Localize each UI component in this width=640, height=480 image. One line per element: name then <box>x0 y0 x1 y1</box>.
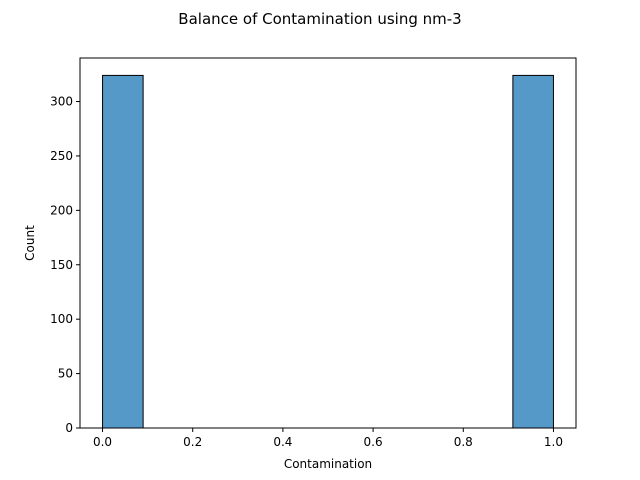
x-axis-label: Contamination <box>284 457 372 471</box>
histogram-bar-0 <box>102 74 144 429</box>
y-axis-ticks: 0 50 100 150 200 250 300 <box>50 95 80 435</box>
y-tick-label: 250 <box>50 149 73 163</box>
x-tick-label: 0.2 <box>183 435 202 449</box>
x-tick-label: 1.0 <box>544 435 563 449</box>
x-tick-label: 0.0 <box>93 435 112 449</box>
y-axis-label: Count <box>23 225 37 261</box>
y-tick-label: 100 <box>50 312 73 326</box>
y-tick-label: 200 <box>50 203 73 217</box>
x-tick-label: 0.8 <box>454 435 473 449</box>
x-axis-ticks: 0.0 0.2 0.4 0.6 0.8 1.0 <box>93 428 563 449</box>
plot-frame <box>79 57 577 429</box>
histogram-bar-1 <box>512 74 554 429</box>
x-tick-label: 0.4 <box>273 435 292 449</box>
y-tick-label: 150 <box>50 258 73 272</box>
y-tick-label: 50 <box>58 367 73 381</box>
chart-title: Balance of Contamination using nm-3 <box>178 10 461 28</box>
x-tick-label: 0.6 <box>364 435 383 449</box>
y-tick-label: 0 <box>65 421 73 435</box>
bars-layer <box>102 74 554 429</box>
y-tick-label: 300 <box>50 95 73 109</box>
